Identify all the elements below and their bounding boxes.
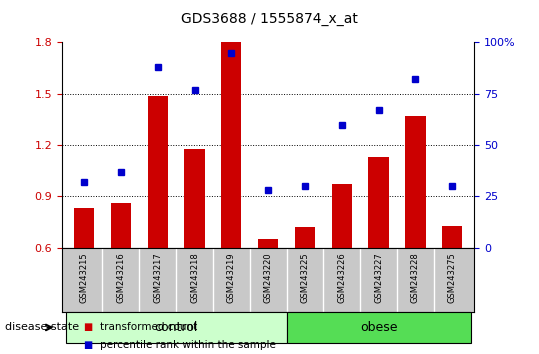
Bar	[295, 227, 315, 248]
Text: GSM243225: GSM243225	[300, 252, 309, 303]
Text: control: control	[155, 321, 198, 334]
Text: GSM243218: GSM243218	[190, 252, 199, 303]
Bar	[287, 312, 471, 343]
Text: GSM243216: GSM243216	[116, 252, 126, 303]
Text: disease state: disease state	[5, 322, 80, 332]
Bar	[111, 203, 131, 248]
Text: GSM243228: GSM243228	[411, 252, 420, 303]
Bar	[221, 42, 241, 248]
Text: ■: ■	[84, 340, 93, 350]
Text: transformed count: transformed count	[100, 322, 197, 332]
Bar	[66, 312, 287, 343]
Text: obese: obese	[360, 321, 397, 334]
Text: GSM243219: GSM243219	[227, 252, 236, 303]
Text: ■: ■	[84, 322, 93, 332]
Text: GSM243215: GSM243215	[80, 252, 88, 303]
Text: GDS3688 / 1555874_x_at: GDS3688 / 1555874_x_at	[181, 12, 358, 27]
Text: GSM243275: GSM243275	[448, 252, 457, 303]
Bar	[442, 225, 462, 248]
Bar	[405, 116, 425, 248]
Text: GSM243220: GSM243220	[264, 252, 273, 303]
Bar	[74, 209, 94, 248]
Text: GSM243227: GSM243227	[374, 252, 383, 303]
Bar	[331, 184, 352, 248]
Bar	[148, 96, 168, 248]
Bar	[184, 149, 205, 248]
Bar	[369, 157, 389, 248]
Text: percentile rank within the sample: percentile rank within the sample	[100, 340, 275, 350]
Text: GSM243217: GSM243217	[153, 252, 162, 303]
Bar	[258, 239, 278, 248]
Text: GSM243226: GSM243226	[337, 252, 346, 303]
